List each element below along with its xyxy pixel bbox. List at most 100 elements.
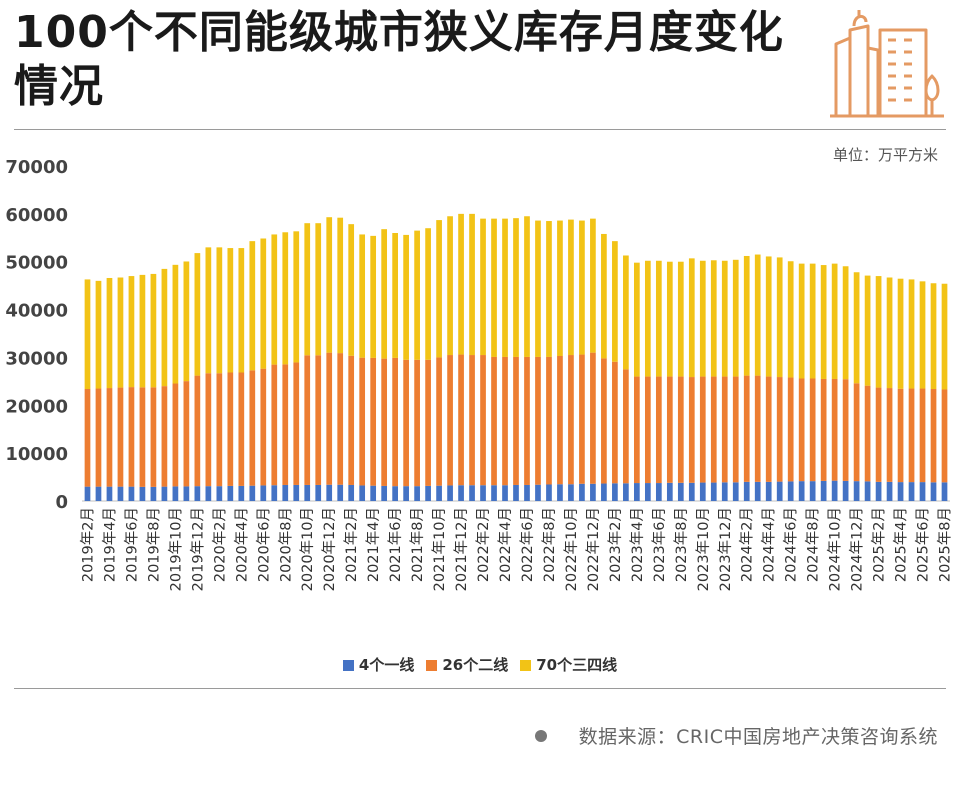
bar-segment — [524, 216, 530, 357]
bar-segment — [95, 280, 102, 389]
bar-segment — [655, 483, 662, 501]
bar-segment — [194, 253, 201, 376]
bar-segment — [337, 484, 344, 501]
bar-segment — [787, 481, 794, 501]
bar-segment — [557, 220, 563, 356]
bar-segment — [106, 388, 113, 487]
bar-segment — [623, 369, 629, 484]
bar-segment — [513, 484, 519, 501]
bar-segment — [359, 357, 366, 486]
bar-segment — [84, 389, 91, 487]
bar-segment — [930, 389, 937, 483]
bar-segment — [403, 359, 409, 487]
bar-segment — [699, 260, 706, 377]
y-tick-label: 10000 — [5, 444, 68, 465]
bar-segment — [798, 481, 805, 501]
bar-segment — [227, 248, 234, 373]
bar-segment — [677, 376, 684, 483]
bar-segment — [941, 283, 948, 390]
bar-segment — [568, 484, 574, 501]
legend-swatch — [342, 660, 354, 671]
bar-segment — [699, 482, 706, 501]
bar-segment — [172, 264, 179, 384]
x-tick-label: 2019年12月 — [189, 507, 206, 591]
bar-segment — [710, 482, 717, 501]
bar-segment — [194, 486, 201, 501]
bar-segment — [699, 376, 706, 483]
bar-segment — [677, 261, 684, 377]
y-tick-label: 60000 — [5, 205, 68, 226]
bar-segment — [381, 358, 388, 486]
bar-segment — [216, 247, 223, 374]
source-note: 数据来源：CRIC中国房地产决策咨询系统 — [534, 722, 938, 749]
bar-segment — [732, 482, 739, 501]
bar-segment — [601, 358, 607, 484]
bar-segment — [161, 386, 168, 487]
bar-segment — [601, 483, 607, 501]
bar-segment — [568, 219, 574, 356]
bar-segment — [853, 383, 860, 482]
bar-segment — [666, 261, 673, 377]
bar-segment — [513, 218, 519, 357]
x-tick-label: 2023年12月 — [717, 507, 734, 591]
x-tick-label: 2020年4月 — [233, 507, 250, 582]
y-tick-label: 70000 — [5, 157, 68, 178]
bar-segment — [798, 263, 805, 379]
bar-segment — [644, 260, 651, 377]
bar-segment — [546, 221, 552, 357]
bar-segment — [260, 238, 267, 369]
bar-segment — [579, 483, 585, 501]
x-tick-label: 2021年8月 — [409, 507, 426, 582]
bar-segment — [666, 482, 673, 501]
legend-item: 26个二线 — [426, 654, 508, 675]
bar-segment — [139, 486, 146, 501]
bar-segment — [304, 355, 311, 485]
bar-segment — [282, 232, 289, 365]
bar-segment — [271, 485, 278, 501]
x-tick-label: 2021年2月 — [343, 507, 360, 582]
bar-segment — [776, 481, 783, 501]
legend-item: 4个一线 — [342, 654, 414, 675]
bar-segment — [765, 256, 772, 377]
bar-segment — [590, 483, 596, 501]
bar-segment — [535, 356, 541, 485]
bar-segment — [381, 485, 388, 501]
bar-segment — [908, 388, 915, 483]
x-tick-label: 2023年6月 — [651, 507, 668, 582]
x-tick-label: 2021年4月 — [365, 507, 382, 582]
stacked-bar-chart: 0 10000 20000 30000 40000 50000 60000 70000 2019… — [5, 157, 953, 591]
bar-segment — [524, 484, 530, 501]
bar-segment — [205, 486, 212, 501]
bar-segment — [326, 217, 333, 353]
bar-segment — [886, 277, 893, 389]
bar-segment — [875, 481, 882, 501]
bar-segment — [644, 483, 651, 501]
bar-segment — [897, 278, 904, 389]
bar-segment — [787, 377, 794, 482]
bar-segment — [150, 387, 157, 487]
bar-segment — [612, 483, 618, 501]
bar-segment — [139, 387, 146, 487]
bar-segment — [227, 372, 234, 486]
bar-segment — [535, 220, 541, 357]
bar-segment — [546, 356, 552, 485]
bar-segment — [249, 485, 256, 501]
x-tick-label: 2019年6月 — [123, 507, 140, 582]
bar-segment — [238, 485, 245, 501]
bar-segment — [908, 482, 915, 501]
bar-segment — [546, 484, 552, 501]
x-tick-label: 2023年2月 — [607, 507, 624, 582]
bar-segment — [908, 279, 915, 389]
bar-segment — [337, 217, 344, 354]
bar-segment — [919, 388, 926, 483]
bar-segment — [293, 362, 300, 485]
bar-segment — [864, 481, 871, 501]
bar-segment — [414, 359, 420, 487]
bar-segment — [535, 484, 541, 501]
footer-divider — [14, 688, 946, 689]
building-logo-icon — [828, 4, 946, 126]
bar-segment — [271, 234, 278, 365]
x-tick-label: 2024年4月 — [761, 507, 778, 582]
bar-segment — [359, 485, 366, 501]
bar-segment — [721, 260, 728, 377]
